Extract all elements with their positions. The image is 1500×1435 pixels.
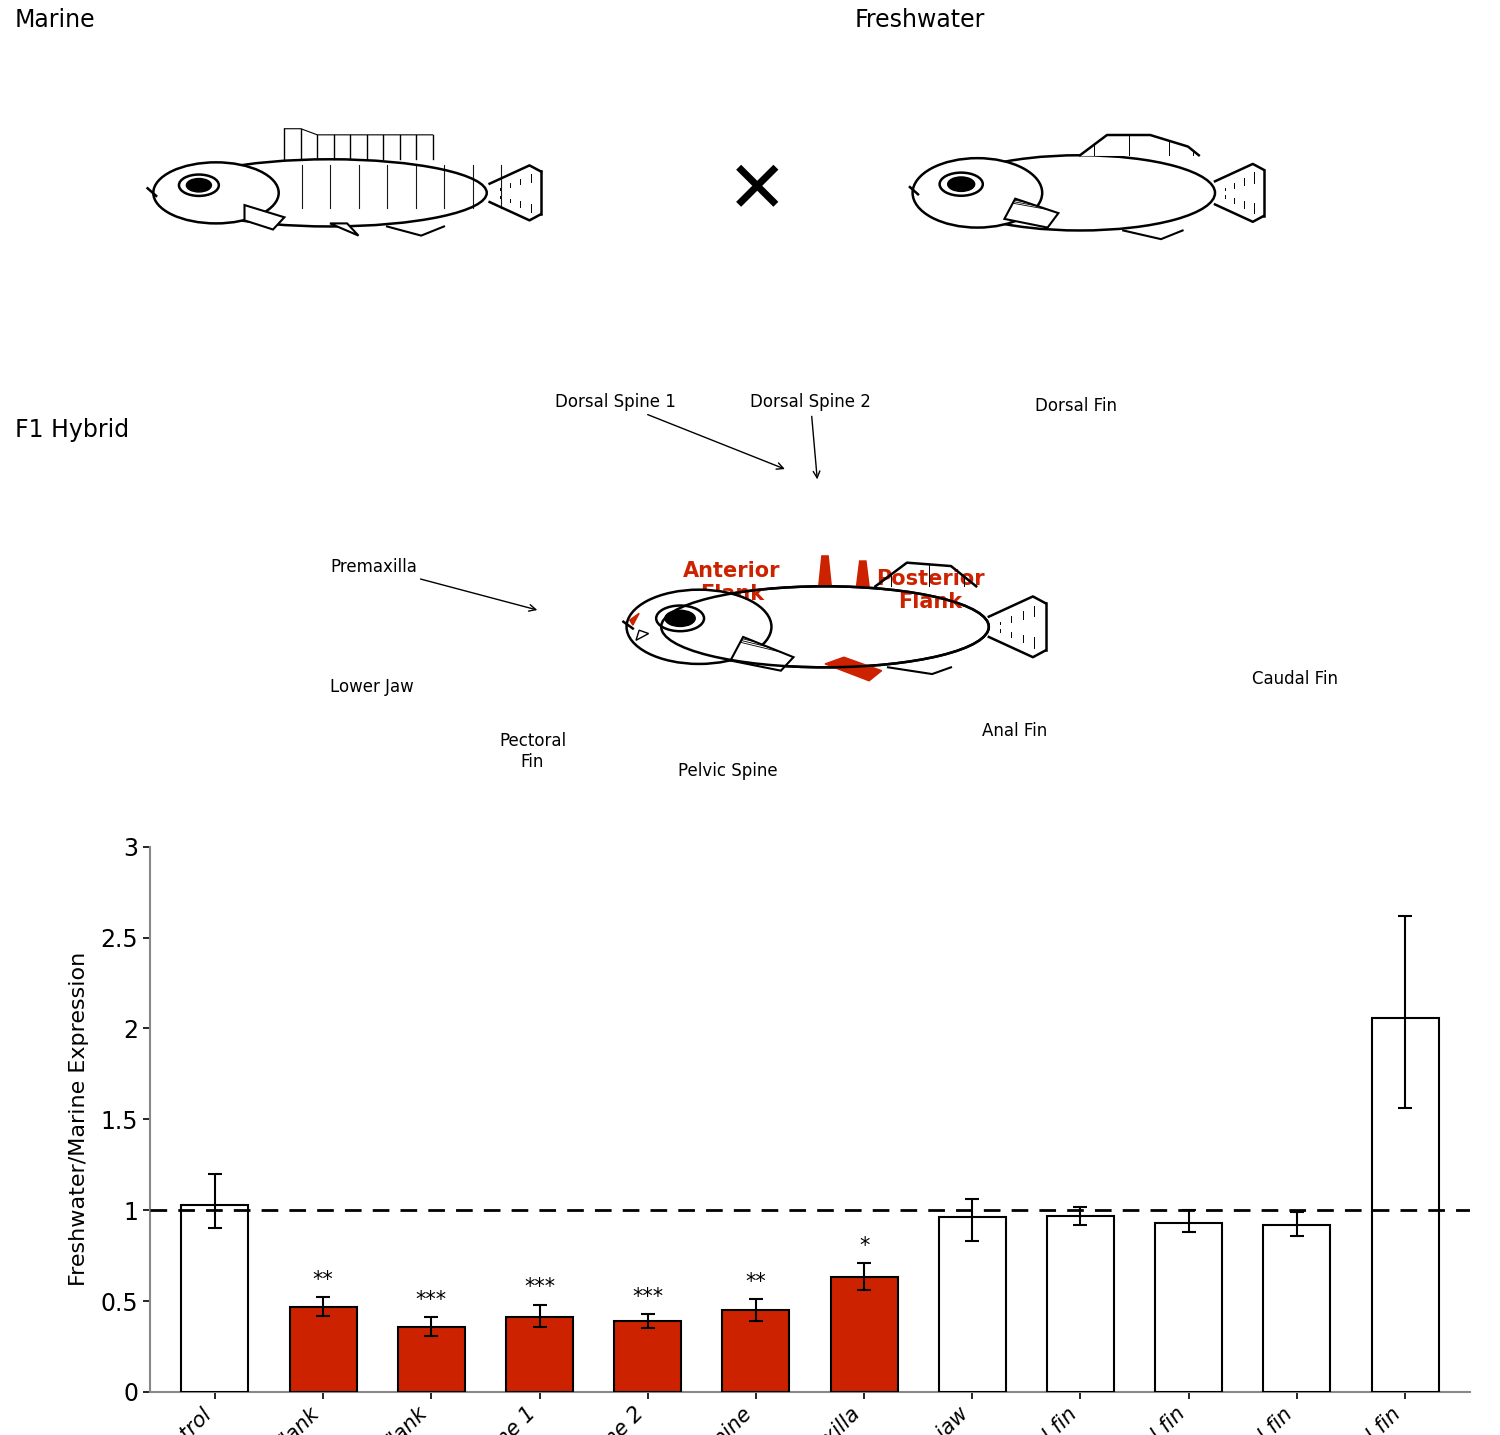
- Text: Dorsal Spine 1: Dorsal Spine 1: [555, 393, 783, 469]
- Bar: [614, 1322, 681, 1392]
- Ellipse shape: [945, 155, 1215, 231]
- Polygon shape: [856, 561, 868, 587]
- Text: Lower Jaw: Lower Jaw: [330, 679, 414, 696]
- Y-axis label: Freshwater/Marine Expression: Freshwater/Marine Expression: [69, 953, 90, 1286]
- Polygon shape: [825, 657, 882, 680]
- Bar: [398, 1326, 465, 1392]
- Text: Dorsal Spine 2: Dorsal Spine 2: [750, 393, 872, 478]
- Polygon shape: [1080, 135, 1198, 155]
- Text: Dorsal Fin: Dorsal Fin: [1035, 397, 1118, 415]
- Bar: [182, 1205, 249, 1392]
- Text: Freshwater: Freshwater: [855, 9, 986, 32]
- Ellipse shape: [627, 590, 771, 664]
- Bar: [831, 1277, 897, 1392]
- Circle shape: [664, 610, 694, 627]
- Text: ***: ***: [416, 1290, 447, 1310]
- Ellipse shape: [662, 587, 988, 667]
- Polygon shape: [636, 630, 648, 640]
- Ellipse shape: [172, 159, 486, 227]
- Text: **: **: [312, 1270, 333, 1290]
- Bar: [1047, 1215, 1114, 1392]
- Polygon shape: [1005, 198, 1059, 228]
- Circle shape: [186, 178, 211, 192]
- Text: Anal Fin: Anal Fin: [982, 722, 1047, 740]
- Text: ✕: ✕: [728, 158, 788, 227]
- Ellipse shape: [834, 591, 942, 662]
- Circle shape: [178, 175, 219, 197]
- Text: Caudal Fin: Caudal Fin: [1252, 670, 1338, 687]
- Polygon shape: [244, 205, 285, 230]
- Bar: [723, 1310, 789, 1392]
- Ellipse shape: [153, 162, 279, 224]
- Text: Marine: Marine: [15, 9, 96, 32]
- Bar: [506, 1317, 573, 1392]
- Text: Pectoral
Fin: Pectoral Fin: [500, 732, 566, 771]
- Text: F1 Hybrid: F1 Hybrid: [15, 418, 129, 442]
- Text: ***: ***: [632, 1287, 663, 1306]
- Bar: [290, 1306, 357, 1392]
- Circle shape: [948, 177, 975, 191]
- Polygon shape: [819, 555, 831, 587]
- Polygon shape: [876, 563, 977, 587]
- Bar: [1155, 1223, 1222, 1392]
- Polygon shape: [630, 613, 639, 626]
- Bar: [1371, 1017, 1438, 1392]
- Ellipse shape: [765, 588, 873, 666]
- Text: Premaxilla: Premaxilla: [330, 558, 536, 611]
- Text: Anterior
Flank: Anterior Flank: [682, 561, 780, 604]
- Ellipse shape: [912, 158, 1042, 228]
- Polygon shape: [730, 637, 794, 670]
- Bar: [1263, 1224, 1330, 1392]
- Bar: [939, 1217, 1006, 1392]
- Text: *: *: [859, 1236, 870, 1256]
- Text: Pelvic Spine: Pelvic Spine: [678, 762, 777, 781]
- Text: ***: ***: [524, 1277, 555, 1297]
- Circle shape: [939, 172, 982, 195]
- Text: Posterior
Flank: Posterior Flank: [876, 570, 984, 613]
- Polygon shape: [330, 224, 358, 235]
- Circle shape: [656, 606, 704, 631]
- Text: **: **: [746, 1271, 766, 1292]
